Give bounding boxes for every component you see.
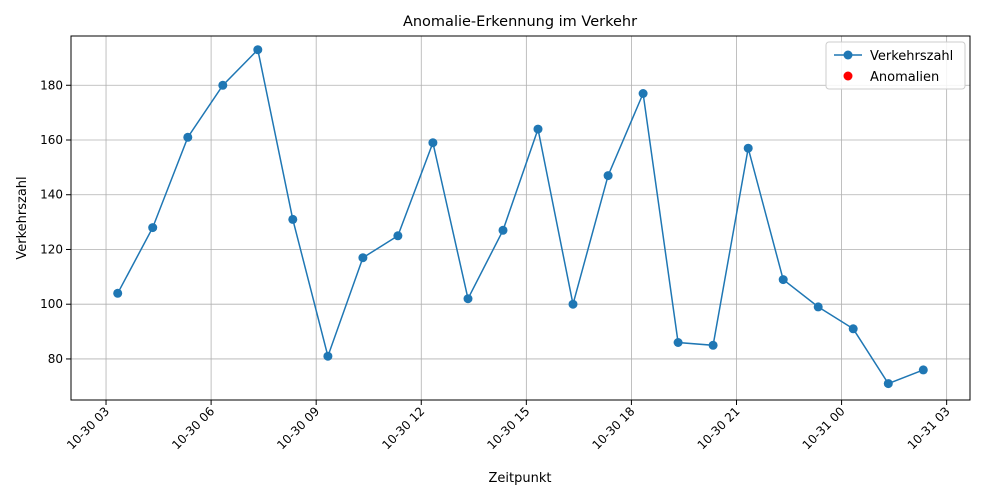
x-tick-label: 10-30 12	[379, 404, 427, 452]
legend-point-marker	[843, 50, 853, 60]
series-line-verkehrszahl	[117, 48, 924, 385]
grid-lines	[71, 36, 970, 400]
data-point	[288, 214, 298, 224]
y-tick-label: 180	[40, 78, 63, 92]
y-tick-label: 80	[48, 352, 63, 366]
data-point	[253, 45, 263, 55]
y-tick-label: 100	[40, 297, 63, 311]
legend-label-verkehrszahl: Verkehrszahl	[870, 49, 953, 64]
data-point	[673, 338, 683, 347]
data-point	[183, 132, 193, 142]
data-point	[708, 340, 718, 350]
data-point	[113, 288, 123, 298]
chart-title: Anomalie-Erkennung im Verkehr	[403, 14, 637, 30]
data-point	[778, 275, 788, 285]
x-tick-label: 10-30 03	[64, 404, 112, 452]
x-tick-label: 10-31 03	[905, 404, 953, 452]
data-point	[498, 225, 508, 235]
y-tick-label: 140	[40, 188, 63, 202]
x-tick-label: 10-30 06	[169, 404, 217, 452]
data-point	[918, 365, 928, 375]
y-axis: 80 100 120 140 160 180	[40, 78, 71, 366]
x-axis-label: Zeitpunkt	[489, 471, 552, 486]
data-point	[218, 80, 228, 90]
legend-label-anomalien: Anomalien	[870, 70, 939, 85]
y-tick-label: 160	[40, 133, 63, 147]
y-tick-label: 120	[40, 242, 63, 256]
data-point	[603, 171, 613, 181]
data-point	[568, 299, 578, 309]
legend-box	[825, 41, 966, 90]
data-point	[393, 231, 403, 241]
x-tick-label: 10-30 15	[484, 404, 532, 452]
data-point	[848, 324, 858, 334]
data-point	[813, 302, 823, 312]
data-point	[463, 294, 473, 304]
data-point	[638, 89, 648, 98]
data-point	[428, 138, 438, 148]
data-point	[533, 124, 543, 134]
legend: Verkehrszahl Anomalien	[825, 41, 966, 90]
x-tick-label: 10-30 09	[274, 404, 322, 452]
x-tick-label: 10-30 18	[589, 404, 637, 452]
data-point	[323, 351, 333, 361]
data-point	[148, 223, 158, 233]
plot-frame	[70, 35, 971, 401]
data-point	[883, 379, 893, 389]
y-axis-label: Verkehrszahl	[15, 176, 30, 259]
legend-anomaly-marker	[843, 71, 853, 81]
x-axis: 10-30 03 10-30 06 10-30 09 10-30 12 10-30 15…	[64, 400, 953, 452]
x-tick-label: 10-30 21	[695, 404, 743, 452]
x-tick-label: 10-31 00	[800, 404, 848, 452]
data-point	[743, 143, 753, 153]
data-point	[358, 253, 368, 263]
series-layer	[113, 45, 928, 389]
